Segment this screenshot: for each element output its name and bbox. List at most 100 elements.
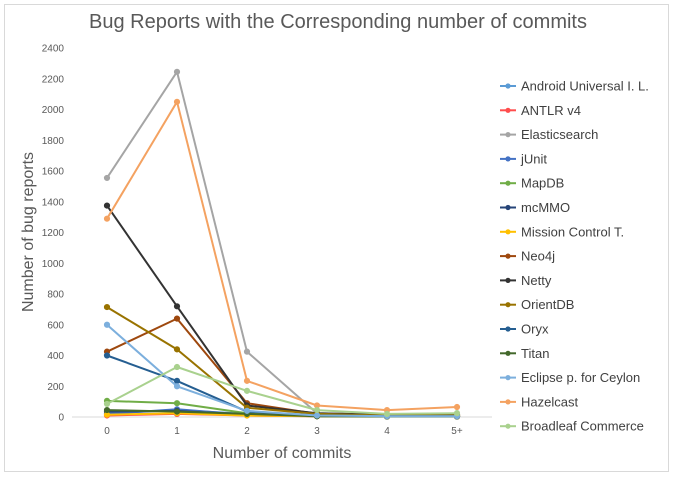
x-tick-label: 4 <box>384 426 390 437</box>
data-point <box>103 174 111 182</box>
legend-item: Mission Control T. <box>500 224 624 239</box>
series-line <box>106 306 457 417</box>
data-point <box>383 410 391 418</box>
series-8 <box>103 202 461 418</box>
legend-label: Hazelcast <box>521 394 578 409</box>
y-tick-label: 0 <box>58 413 64 424</box>
data-point <box>103 303 111 311</box>
data-point <box>103 406 111 414</box>
legend-item: Android Universal I. L. <box>500 79 649 94</box>
data-point <box>243 407 251 414</box>
x-tick-label: 3 <box>314 426 320 437</box>
legend-label: Eclipse p. for Ceylon <box>521 370 640 385</box>
y-tick-label: 600 <box>47 320 64 331</box>
y-tick-label: 1400 <box>42 197 65 208</box>
data-point <box>173 346 181 353</box>
y-tick-label: 2200 <box>42 74 65 85</box>
legend-swatch-marker <box>505 253 511 259</box>
legend-label: Broadleaf Commerce <box>521 419 644 434</box>
chart-frame <box>4 4 669 472</box>
legend-swatch-marker <box>505 277 511 283</box>
data-point <box>103 400 111 408</box>
series-13 <box>103 98 461 414</box>
legend-swatch-marker <box>505 180 511 186</box>
legend-label: OrientDB <box>521 297 574 312</box>
series-2 <box>103 68 461 419</box>
y-tick-label: 1800 <box>42 136 65 147</box>
x-tick-label: 1 <box>174 426 180 437</box>
series-line <box>106 70 458 417</box>
legend-label: Android Universal I. L. <box>521 79 649 94</box>
legend-swatch-marker <box>505 132 511 138</box>
y-tick-label: 400 <box>47 351 64 362</box>
data-point <box>453 410 461 417</box>
legend-item: Oryx <box>500 322 549 337</box>
legend-item: Elasticsearch <box>500 127 598 142</box>
legend-swatch-marker <box>505 302 511 308</box>
legend-label: Titan <box>521 346 549 361</box>
legend-item: ANTLR v4 <box>500 103 581 118</box>
data-point <box>103 352 111 359</box>
series-layer <box>103 68 461 420</box>
data-point <box>173 363 181 371</box>
data-point <box>243 348 251 355</box>
legend-item: MapDB <box>500 176 564 191</box>
legend-item: Eclipse p. for Ceylon <box>500 370 640 385</box>
legend-item: Neo4j <box>500 249 555 264</box>
legend-label: jUnit <box>520 151 547 166</box>
legend-label: Oryx <box>521 322 549 337</box>
y-tick-label: 1600 <box>42 167 65 178</box>
y-tick-label: 1200 <box>42 228 65 239</box>
data-point <box>173 408 181 415</box>
legend-label: Mission Control T. <box>521 224 624 239</box>
legend-item: Hazelcast <box>500 394 578 409</box>
legend-item: OrientDB <box>500 297 574 312</box>
x-tick-label: 2 <box>244 426 250 437</box>
legend-swatch-marker <box>505 229 511 235</box>
legend-label: Netty <box>521 273 552 288</box>
data-point <box>173 315 181 322</box>
data-point <box>103 321 111 328</box>
x-tick-label: 0 <box>104 426 110 437</box>
data-point <box>173 98 181 105</box>
y-tick-label: 200 <box>47 382 64 393</box>
legend-swatch-marker <box>505 423 511 429</box>
x-axis-title: Number of commits <box>213 445 352 462</box>
series-line <box>106 366 458 415</box>
y-tick-label: 2400 <box>42 44 65 55</box>
legend-swatch-marker <box>505 83 511 89</box>
legend-item: Titan <box>500 346 549 361</box>
series-line <box>106 324 457 418</box>
legend-swatch-marker <box>505 350 511 356</box>
y-tick-label: 2000 <box>42 105 65 116</box>
data-point <box>313 406 321 414</box>
legend-swatch-marker <box>505 107 511 113</box>
data-point <box>173 383 181 390</box>
legend-item: jUnit <box>500 151 547 166</box>
legend-label: Neo4j <box>521 249 555 264</box>
data-point <box>313 412 321 419</box>
data-point <box>173 377 181 384</box>
legend-swatch-marker <box>505 326 511 332</box>
x-tick-label: 5+ <box>451 426 463 437</box>
legend-item: Netty <box>500 273 552 288</box>
y-axis-title: Number of bug reports <box>20 152 37 312</box>
series-line <box>106 100 458 412</box>
legend-label: Elasticsearch <box>521 127 598 142</box>
y-tick-label: 800 <box>47 290 64 301</box>
legend: Android Universal I. L. ANTLR v4 Elasticse… <box>500 79 649 434</box>
legend-item: Broadleaf Commerce <box>500 419 644 434</box>
legend-swatch-marker <box>505 204 511 211</box>
data-point <box>103 215 111 222</box>
y-tick-label: 1000 <box>42 259 65 270</box>
legend-swatch-marker <box>505 156 511 162</box>
data-point <box>243 377 251 384</box>
legend-swatch-marker <box>505 375 511 381</box>
legend-label: ANTLR v4 <box>521 103 581 118</box>
chart-title: Bug Reports with the Corresponding numbe… <box>89 11 587 33</box>
legend-item: mcMMO <box>500 200 570 215</box>
data-point <box>173 400 181 407</box>
series-14 <box>103 363 461 418</box>
legend-swatch-marker <box>505 399 511 405</box>
